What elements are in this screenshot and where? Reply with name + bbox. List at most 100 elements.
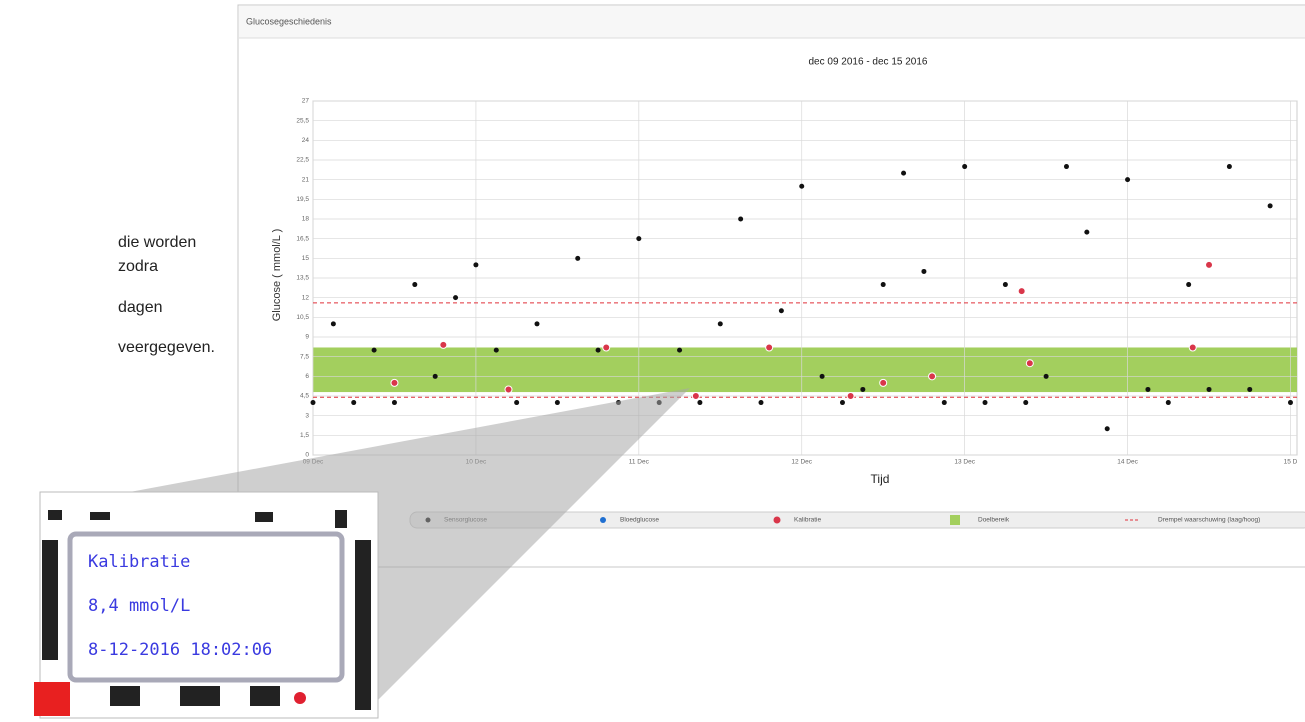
sensor-point xyxy=(575,255,581,261)
y-tick-label: 3 xyxy=(305,412,309,419)
sensor-point xyxy=(1226,164,1232,170)
y-tick-label: 7,5 xyxy=(300,353,309,360)
sensor-point xyxy=(1125,177,1131,183)
y-tick-label: 21 xyxy=(302,176,310,183)
calibration-point xyxy=(1025,359,1034,368)
zoom-dot xyxy=(255,512,273,522)
side-text: veergegeven. xyxy=(118,339,215,356)
sensor-point xyxy=(432,373,438,379)
y-axis-label: Glucose ( mmol/L ) xyxy=(271,229,283,322)
sensor-point xyxy=(1023,400,1029,406)
sensor-point xyxy=(1043,373,1049,379)
calibration-point xyxy=(1188,343,1197,352)
y-tick-label: 25,5 xyxy=(296,117,309,124)
chart-title: dec 09 2016 - dec 15 2016 xyxy=(809,57,928,68)
legend-blood-icon xyxy=(600,517,606,523)
y-tick-label: 10,5 xyxy=(296,314,309,321)
zoom-dot xyxy=(180,686,220,706)
tooltip-time: 8-12-2016 18:02:06 xyxy=(88,640,272,660)
calibration-point xyxy=(879,378,888,387)
legend-label: Doelbereik xyxy=(978,517,1010,524)
calibration-point xyxy=(765,343,774,352)
sensor-point xyxy=(473,262,479,268)
sensor-point xyxy=(493,347,499,353)
sensor-point xyxy=(799,183,805,189)
zoom-calibration-marker xyxy=(34,682,70,716)
calibration-point xyxy=(602,343,611,352)
zoom-dot xyxy=(48,510,62,520)
sensor-point xyxy=(554,400,560,406)
sensor-point xyxy=(514,400,520,406)
sensor-point xyxy=(677,347,683,353)
zoom-dot xyxy=(355,540,371,710)
y-tick-label: 12 xyxy=(302,294,310,301)
sensor-point xyxy=(371,347,377,353)
x-tick-label: 11 Dec xyxy=(629,459,650,466)
calibration-point xyxy=(691,392,700,400)
legend-label: Bloedglucose xyxy=(620,517,659,524)
zoom-dot xyxy=(42,540,58,660)
calibration-point xyxy=(1017,287,1026,296)
y-tick-label: 15 xyxy=(302,255,310,262)
sensor-point xyxy=(1165,400,1171,406)
tooltip xyxy=(67,531,345,683)
sensor-point xyxy=(880,282,886,288)
sensor-point xyxy=(351,400,357,406)
sensor-point xyxy=(1145,386,1151,392)
sensor-point xyxy=(636,236,642,242)
sensor-point xyxy=(921,268,927,274)
y-tick-label: 6 xyxy=(305,373,309,380)
side-text: zodra xyxy=(118,258,159,275)
sensor-point xyxy=(738,216,744,222)
sensor-point xyxy=(1247,386,1253,392)
sensor-point xyxy=(839,400,845,406)
sensor-point xyxy=(1186,282,1192,288)
sensor-point xyxy=(1063,164,1069,170)
zoom-callout xyxy=(60,388,690,700)
y-tick-label: 9 xyxy=(305,334,309,341)
sensor-point xyxy=(1084,229,1090,235)
y-tick-label: 27 xyxy=(302,98,310,105)
zoom-dot xyxy=(335,510,347,528)
sensor-point xyxy=(453,295,459,301)
sensor-point xyxy=(1206,386,1212,392)
y-tick-label: 1,5 xyxy=(300,432,309,439)
sensor-point xyxy=(1002,282,1008,288)
legend-label: Drempel waarschuwing (laag/hoog) xyxy=(1158,517,1260,524)
target-range xyxy=(313,347,1297,393)
calibration-point xyxy=(504,385,513,394)
sensor-point xyxy=(901,170,907,176)
x-tick-label: 12 Dec xyxy=(791,459,812,466)
sensor-point xyxy=(1287,400,1293,406)
sensor-point xyxy=(982,400,988,406)
y-tick-label: 18 xyxy=(302,216,310,223)
x-axis-label: Tijd xyxy=(871,472,890,486)
sensor-point xyxy=(310,400,316,406)
side-text: die worden xyxy=(118,234,197,251)
y-tick-label: 22,5 xyxy=(296,157,309,164)
panel-header xyxy=(239,6,1305,38)
sensor-point xyxy=(962,164,968,170)
tooltip-title: Kalibratie xyxy=(88,552,190,572)
tooltip-value: 8,4 mmol/L xyxy=(88,596,190,616)
sensor-point xyxy=(534,321,540,327)
y-tick-label: 4,5 xyxy=(300,393,309,400)
calibration-point xyxy=(439,340,448,349)
sensor-point xyxy=(412,282,418,288)
sensor-point xyxy=(778,308,784,314)
x-tick-label: 13 Dec xyxy=(954,459,975,466)
zoom-calibration-dot xyxy=(294,692,306,704)
calibration-point xyxy=(390,378,399,387)
legend-target-icon xyxy=(950,515,960,525)
y-tick-label: 24 xyxy=(302,137,310,144)
sensor-point xyxy=(717,321,723,327)
side-text: dagen xyxy=(118,299,163,316)
sensor-point xyxy=(595,347,601,353)
sensor-point xyxy=(1104,426,1110,432)
panel-title: Glucosegeschiedenis xyxy=(246,16,332,26)
zoom-dot xyxy=(250,686,280,706)
zoom-dot xyxy=(90,512,110,520)
sensor-point xyxy=(697,400,703,406)
sensor-point xyxy=(860,386,866,392)
x-tick-label: 15 D xyxy=(1284,459,1298,466)
